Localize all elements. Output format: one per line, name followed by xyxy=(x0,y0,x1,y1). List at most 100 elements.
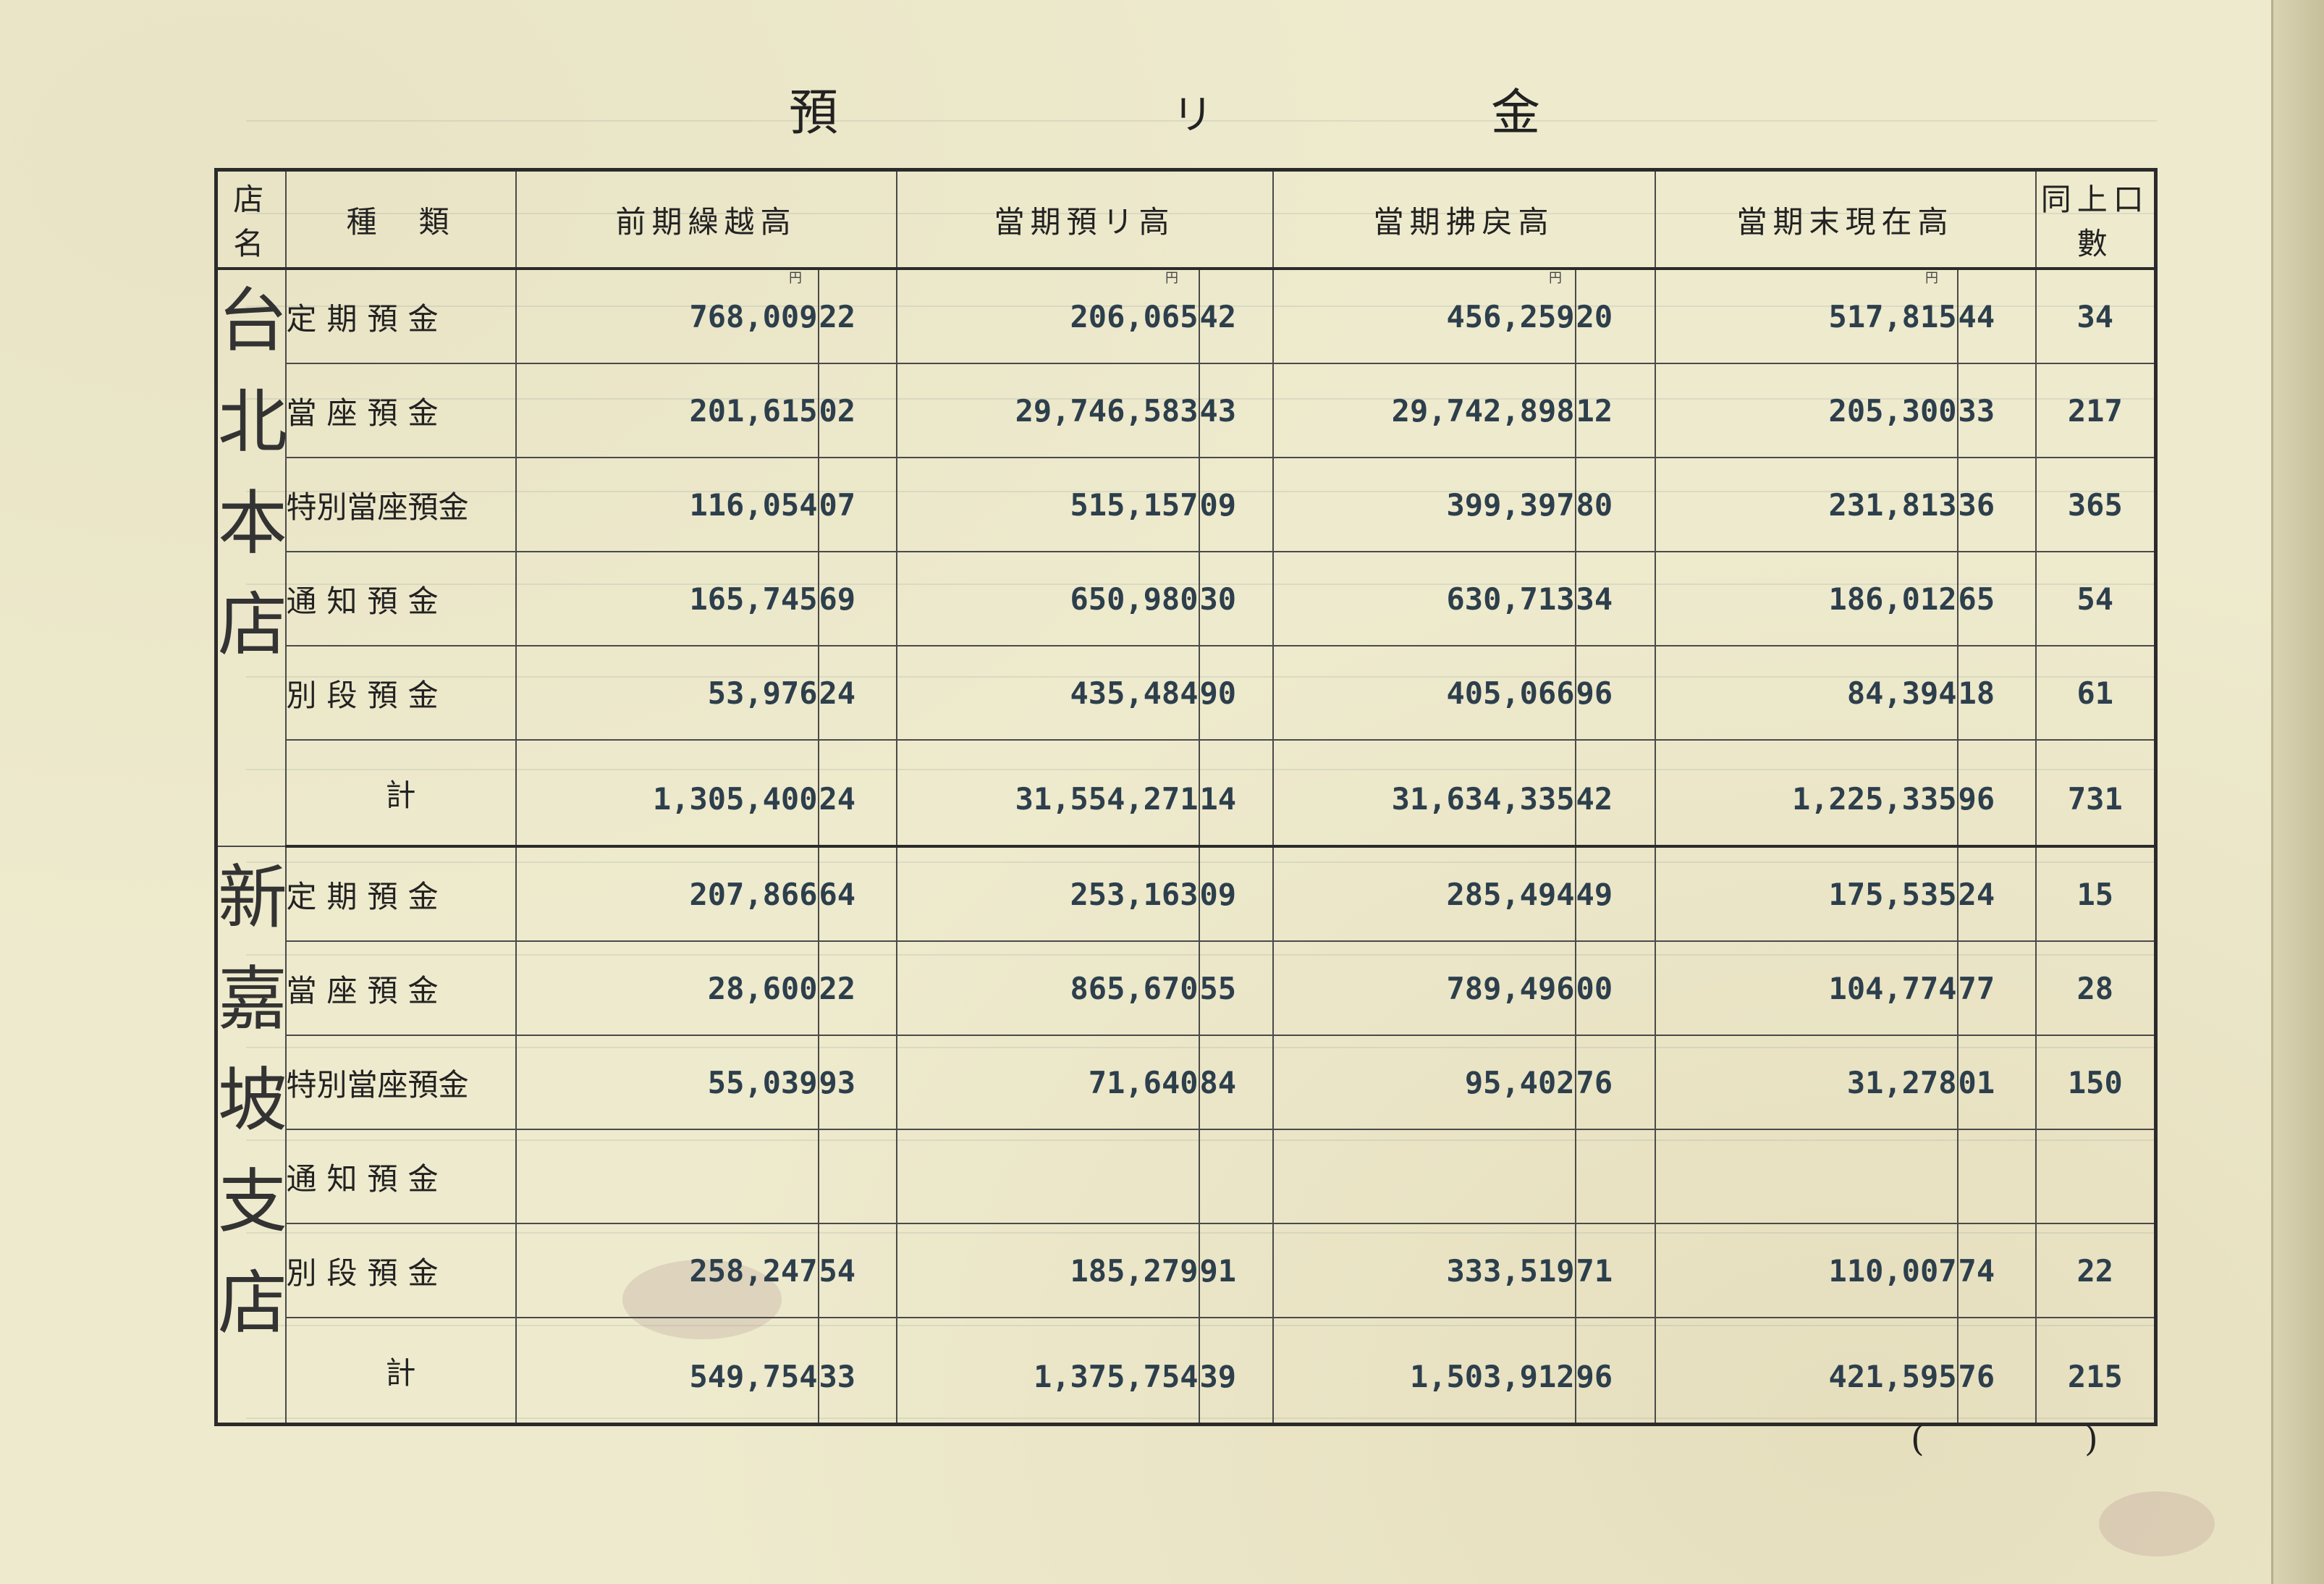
balance-yen: 1,225,335 xyxy=(1654,739,1959,848)
withdraw-yen: 630,713 xyxy=(1272,551,1576,646)
store-name: 台北本店 xyxy=(215,268,287,847)
deposit-sen: 90 xyxy=(1198,645,1274,741)
deposit-kind: 當座預金 xyxy=(284,940,517,1036)
table-body: 台北本店定期預金 768,009 22 206,065 42 456,259 20 517,8… xyxy=(215,268,2157,1426)
store-name-char: 店 xyxy=(218,584,286,665)
balance-sen: 74 xyxy=(1956,1223,2037,1318)
withdraw-sen: 12 xyxy=(1574,363,1656,458)
deposit-yen xyxy=(895,1129,1200,1224)
balance-sen: 33 xyxy=(1956,363,2037,458)
deposit-kind: 通知預金 xyxy=(284,1129,517,1224)
table-row: 通知預金 xyxy=(216,1129,2157,1224)
store-name-char: 坡 xyxy=(218,1060,286,1141)
withdraw-yen: 333,519 xyxy=(1272,1223,1576,1318)
deposit-sen: 43 xyxy=(1198,363,1274,458)
page-edge xyxy=(2271,0,2324,1584)
deposit-yen: 650,980 xyxy=(895,551,1200,646)
total-row: 計 549,754 33 1,375,754 39 1,503,912 96 421,595 7… xyxy=(216,1317,2157,1426)
balance-sen: 24 xyxy=(1956,846,2037,942)
prev-yen: 1,305,400 xyxy=(515,739,819,848)
deposit-kind: 通知預金 xyxy=(284,551,517,646)
deposit-sen xyxy=(1198,1129,1274,1224)
table-row: 通知預金 165,745 69 650,980 30 630,713 34 186,012 65… xyxy=(216,551,2157,646)
withdraw-sen: 49 xyxy=(1574,846,1656,942)
deposit-yen: 71,640 xyxy=(895,1035,1200,1130)
withdraw-yen: 456,259 xyxy=(1272,268,1576,364)
store-name-char: 店 xyxy=(218,1263,286,1344)
balance-sen: 18 xyxy=(1956,645,2037,741)
withdraw-yen: 399,397 xyxy=(1272,457,1576,552)
deposit-kind: 計 xyxy=(284,739,517,848)
deposit-yen: 206,065 xyxy=(895,268,1200,364)
withdraw-sen: 80 xyxy=(1574,457,1656,552)
prev-sen: 22 xyxy=(817,940,897,1036)
prev-yen: 53,976 xyxy=(515,645,819,741)
page-title: 預 リ 金 xyxy=(0,72,2324,152)
balance-yen: 186,012 xyxy=(1654,551,1959,646)
balance-sen: 77 xyxy=(1956,940,2037,1036)
deposit-yen: 435,484 xyxy=(895,645,1200,741)
withdraw-sen: 76 xyxy=(1574,1035,1656,1130)
balance-yen: 84,394 xyxy=(1654,645,1959,741)
prev-sen: 54 xyxy=(817,1223,897,1318)
account-count: 34 xyxy=(2034,268,2157,364)
withdraw-yen: 95,402 xyxy=(1272,1035,1576,1130)
balance-yen: 110,007 xyxy=(1654,1223,1959,1318)
prev-yen: 165,745 xyxy=(515,551,819,646)
deposit-yen: 865,670 xyxy=(895,940,1200,1036)
balance-yen: 31,278 xyxy=(1654,1035,1959,1130)
table-row: 特別當座預金 116,054 07 515,157 09 399,397 80 231,813… xyxy=(216,457,2157,552)
deposit-kind: 定期預金 xyxy=(284,846,517,942)
deposit-kind: 計 xyxy=(284,1317,517,1426)
balance-yen: 231,813 xyxy=(1654,457,1959,552)
account-count: 365 xyxy=(2034,457,2157,552)
title-char: 預 xyxy=(789,85,839,142)
total-row: 計 1,305,400 24 31,554,271 14 31,634,335 42 1,22… xyxy=(216,739,2157,848)
prev-sen: 64 xyxy=(817,846,897,942)
header-store: 店名 xyxy=(215,169,287,270)
deposit-yen: 185,279 xyxy=(895,1223,1200,1318)
balance-yen: 104,774 xyxy=(1654,940,1959,1036)
withdraw-yen: 405,066 xyxy=(1272,645,1576,741)
balance-sen: 44 xyxy=(1956,268,2037,364)
store-name: 新嘉坡支店 xyxy=(215,846,287,1425)
account-count: 28 xyxy=(2034,940,2157,1036)
balance-yen: 175,535 xyxy=(1654,846,1959,942)
prev-sen: 69 xyxy=(817,551,897,646)
account-count: 15 xyxy=(2034,846,2157,942)
deposit-yen: 31,554,271 xyxy=(895,739,1200,848)
balance-sen xyxy=(1956,1129,2037,1224)
deposit-kind: 當座預金 xyxy=(284,363,517,458)
balance-yen xyxy=(1654,1129,1959,1224)
deposit-table: 店名 種 類 前期繰越高 當期預リ高 當期拂戻高 當期末現在高 同上口數 台北本… xyxy=(214,168,2158,1426)
balance-sen: 76 xyxy=(1956,1317,2037,1426)
store-name-char: 台 xyxy=(218,280,286,361)
header-withdraw: 當期拂戻高 xyxy=(1272,169,1656,270)
prev-yen: 28,600 xyxy=(515,940,819,1036)
withdraw-yen: 789,496 xyxy=(1272,940,1576,1036)
prev-yen: 207,866 xyxy=(515,846,819,942)
account-count: 22 xyxy=(2034,1223,2157,1318)
prev-sen: 93 xyxy=(817,1035,897,1130)
prev-yen: 549,754 xyxy=(515,1317,819,1426)
prev-yen xyxy=(515,1129,819,1224)
store-name-char: 嘉 xyxy=(218,959,286,1040)
account-count: 217 xyxy=(2034,363,2157,458)
withdraw-sen: 20 xyxy=(1574,268,1656,364)
withdraw-yen: 31,634,335 xyxy=(1272,739,1576,848)
stain-mark xyxy=(2099,1491,2215,1556)
table-row: 新嘉坡支店定期預金 207,866 64 253,163 09 285,494 49 175,… xyxy=(215,846,2157,1425)
prev-sen: 22 xyxy=(817,268,897,364)
page-number-open: ( xyxy=(1911,1419,1924,1459)
deposit-sen: 14 xyxy=(1198,739,1274,848)
header-count: 同上口數 xyxy=(2034,169,2157,270)
account-count: 731 xyxy=(2034,739,2157,848)
table-row: 別段預金 258,247 54 185,279 91 333,519 71 110,007 74… xyxy=(216,1223,2157,1318)
deposit-sen: 55 xyxy=(1198,940,1274,1036)
account-count xyxy=(2034,1129,2157,1224)
table-row: 當座預金 201,615 02 29,746,583 43 29,742,898 12 205… xyxy=(216,363,2157,458)
yen-mark: 円 xyxy=(1165,271,1178,286)
balance-sen: 65 xyxy=(1956,551,2037,646)
account-count: 54 xyxy=(2034,551,2157,646)
deposit-sen: 09 xyxy=(1198,457,1274,552)
